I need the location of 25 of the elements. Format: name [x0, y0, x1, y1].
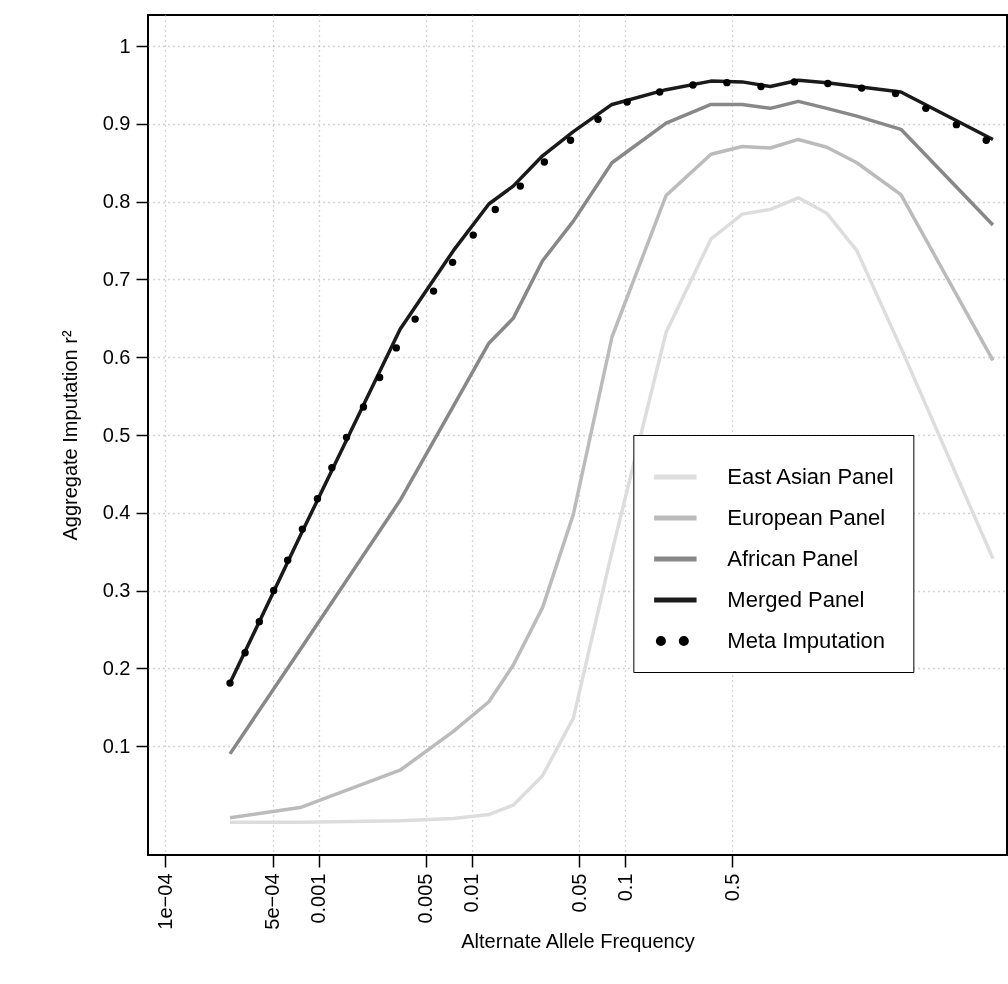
x-tick-label: 0.001 [307, 873, 330, 924]
y-tick-label: 0.3 [102, 579, 131, 602]
x-tick-label: 0.01 [460, 873, 483, 913]
legend-label: East Asian Panel [727, 464, 894, 489]
y-tick-label: 0.2 [102, 656, 131, 679]
y-tick-label: 0.6 [102, 345, 131, 368]
legend-label: Merged Panel [727, 587, 865, 612]
x-tick-label: 0.5 [720, 873, 743, 902]
x-axis-title: Alternate Allele Frequency [461, 929, 695, 952]
y-tick-label: 1 [119, 34, 131, 57]
x-tick-label: 5e−04 [261, 873, 284, 930]
y-tick-label: 0.5 [102, 423, 131, 446]
y-tick-label: 0.4 [102, 501, 131, 524]
y-tick-label: 0.7 [102, 267, 131, 290]
x-tick-label: 1e−04 [153, 873, 176, 930]
y-axis-title: Aggregate Imputation r² [58, 330, 81, 541]
legend-label: European Panel [727, 505, 886, 530]
x-tick-label: 0.05 [567, 873, 590, 913]
y-tick-label: 0.8 [102, 190, 131, 213]
y-tick-label: 0.9 [102, 112, 131, 135]
legend-label: African Panel [727, 546, 859, 571]
legend-label: Meta Imputation [727, 628, 886, 653]
x-tick-label: 0.1 [613, 873, 636, 902]
x-tick-label: 0.005 [414, 873, 437, 924]
y-tick-label: 0.1 [102, 734, 131, 757]
